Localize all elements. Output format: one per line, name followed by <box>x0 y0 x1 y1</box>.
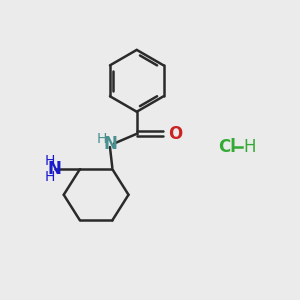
Text: H: H <box>244 138 256 156</box>
Text: H: H <box>44 170 55 184</box>
Text: N: N <box>47 160 61 178</box>
Text: O: O <box>169 125 183 143</box>
Text: H: H <box>44 154 55 168</box>
Text: Cl: Cl <box>218 138 236 156</box>
Text: N: N <box>103 134 117 152</box>
Text: H: H <box>97 132 107 146</box>
